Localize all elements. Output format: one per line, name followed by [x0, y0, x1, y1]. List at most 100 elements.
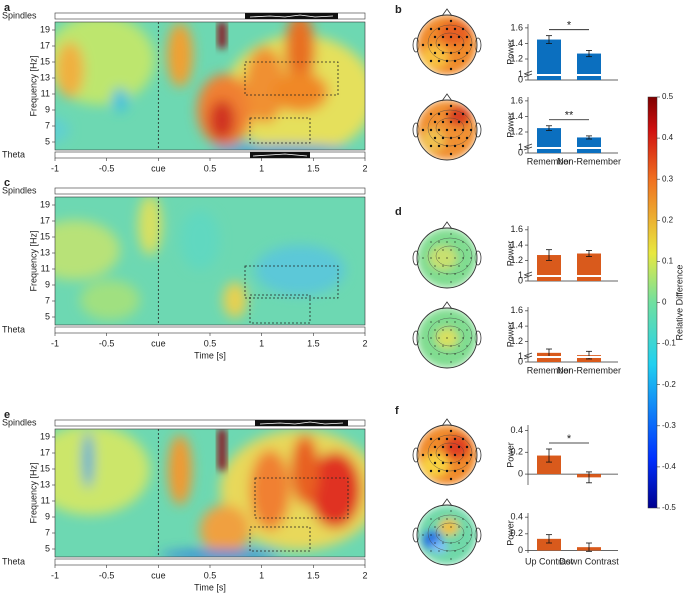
electrode: [430, 534, 432, 536]
electrode: [446, 337, 448, 339]
break-mark: [523, 143, 533, 151]
band-label: Theta: [2, 324, 25, 334]
contour: [427, 24, 473, 62]
electrode: [441, 120, 445, 124]
x-tick-label: cue: [151, 163, 166, 173]
head: [416, 424, 478, 486]
electrode: [434, 526, 436, 528]
contour: [435, 245, 465, 267]
bar: [577, 137, 601, 153]
electrode: [453, 144, 457, 148]
head: [416, 14, 478, 76]
electrode: [453, 59, 457, 63]
electrode: [437, 59, 441, 63]
electrode: [441, 136, 445, 140]
electrode: [434, 542, 436, 544]
electrode: [429, 453, 433, 457]
panel-label: f: [395, 405, 399, 417]
electrode: [433, 461, 437, 465]
y-tick-label: 1.4: [510, 239, 523, 249]
electrode: [437, 27, 441, 31]
bar: [537, 128, 561, 153]
electrode: [430, 241, 432, 243]
spindle-trace: [259, 421, 344, 425]
electrode: [446, 321, 448, 323]
y-tick-label: 1: [518, 351, 523, 361]
electrode: [453, 112, 457, 116]
electrode: [445, 469, 449, 473]
electrode: [454, 550, 456, 552]
colorbar-tick-label: -0.5: [662, 503, 676, 512]
y-tick-label: 5: [45, 311, 50, 321]
y-tick-label: 1.6: [510, 22, 523, 32]
electrode: [433, 35, 437, 39]
topo-blob: [429, 246, 457, 270]
topo-blob: [439, 519, 459, 535]
y-axis-label: Power: [505, 39, 515, 65]
colorbar-tick-label: -0.1: [662, 339, 676, 348]
y-tick-label: 0: [518, 147, 523, 157]
electrode: [470, 257, 472, 259]
electrode: [465, 461, 469, 465]
electrode: [461, 469, 465, 473]
electrode: [429, 59, 433, 63]
electrode: [450, 361, 452, 363]
x-tick-label: 1: [259, 338, 264, 348]
electrode: [442, 265, 444, 267]
electrode: [457, 51, 461, 55]
panel-label: b: [395, 4, 402, 16]
electrode: [446, 241, 448, 243]
x-axis-label: Time [s]: [194, 582, 226, 592]
colorbar-tick-label: 0: [662, 298, 667, 307]
heat-blob: [55, 220, 120, 280]
electrode: [462, 550, 464, 552]
heat-blob: [138, 197, 162, 255]
y-tick-label: 13: [40, 72, 50, 82]
electrode: [462, 518, 464, 520]
y-tick-label: 19: [40, 199, 50, 209]
electrode: [453, 453, 457, 457]
electrode: [421, 128, 425, 132]
electrode: [458, 329, 460, 331]
y-tick-label: 0: [518, 275, 523, 285]
y-tick-label: 5: [45, 543, 50, 553]
spindle-band: [54, 419, 366, 427]
electrode: [446, 534, 448, 536]
topo-blob: [444, 435, 470, 459]
x-tick-label: 2: [362, 338, 367, 348]
band-label: Spindles: [2, 417, 37, 427]
x-tick-label: Non-Remember: [557, 156, 621, 166]
electrode: [430, 518, 432, 520]
electrode: [449, 35, 453, 39]
y-tick-label: 1.2: [510, 53, 523, 63]
electrode: [438, 550, 440, 552]
x-tick-label: 1.5: [307, 163, 320, 173]
y-tick-label: 13: [40, 247, 50, 257]
electrode: [441, 35, 445, 39]
electrode: [462, 321, 464, 323]
band-label: Spindles: [2, 185, 37, 195]
heatmap-blobs: [55, 22, 365, 150]
electrode: [441, 445, 445, 449]
topo-blob: [439, 21, 471, 45]
heat-blob: [180, 210, 220, 270]
theta-trace: [252, 153, 308, 157]
contour: [435, 522, 465, 544]
electrode: [446, 273, 448, 275]
electrode: [445, 112, 449, 116]
electrode: [461, 453, 465, 457]
x-tick-label: -1: [51, 163, 59, 173]
contour: [427, 109, 473, 147]
electrode: [450, 281, 452, 283]
x-tick-label: cue: [151, 570, 166, 580]
topoplot: [417, 505, 477, 565]
electrode: [450, 526, 452, 528]
bar: [537, 39, 561, 80]
topo-blob: [447, 106, 471, 126]
electrode: [429, 27, 433, 31]
electrode: [438, 518, 440, 520]
electrode: [457, 445, 461, 449]
electrode: [442, 345, 444, 347]
nose: [441, 418, 453, 427]
y-tick-label: 15: [40, 56, 50, 66]
